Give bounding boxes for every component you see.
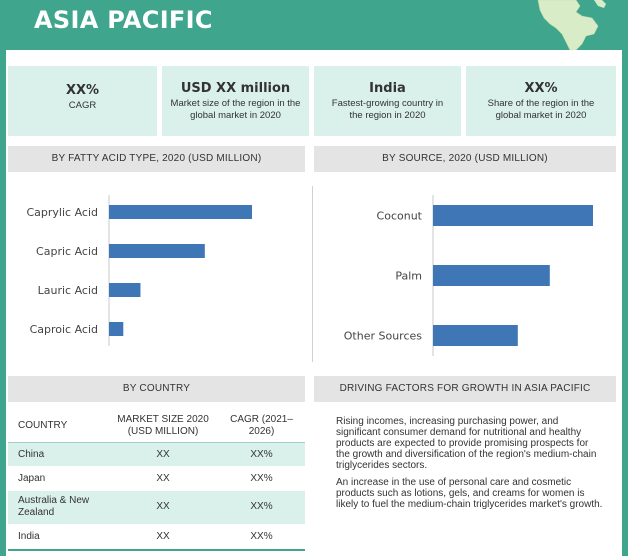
country-table: COUNTRY MARKET SIZE 2020 (USD MILLION) C… [8,410,305,549]
kpi-market-size: USD XX million Market size of the region… [162,66,309,136]
bar-palm [433,265,550,286]
table-row: Japan XX XX% [8,466,305,491]
cagr-cell: XX% [218,442,305,467]
region-map-icon [537,0,606,50]
col-header-country: COUNTRY [8,410,108,443]
table-bottom-rule [8,549,305,551]
category-label: Other Sources [344,330,423,343]
bar-capric-acid [109,244,205,258]
cagr-cell: XX% [218,524,305,549]
category-label: Capric Acid [36,245,98,258]
market-size-cell: XX [108,442,218,467]
bar-caprylic-acid [109,205,252,219]
bar-other-sources [433,325,518,346]
drivers-text: Rising incomes, increasing purchasing po… [336,416,604,516]
country-cell: India [8,524,108,549]
kpi-label: Market size of the region in the global … [170,98,301,121]
table-row: China XX XX% [8,442,305,467]
market-size-cell: XX [108,524,218,549]
category-label: Palm [395,270,422,283]
section-source-header: BY SOURCE, 2020 (USD MILLION) [314,146,616,172]
header-banner: ASIA PACIFIC [0,0,628,50]
category-label: Caproic Acid [30,323,98,336]
market-size-cell: XX [108,466,218,491]
country-cell: Japan [8,466,108,491]
divider [312,186,313,362]
kpi-region-share: XX% Share of the region in the global ma… [466,66,616,136]
kpi-value: XX% [524,81,558,96]
driver-paragraph: An increase in the use of personal care … [336,477,603,510]
bar-coconut [433,205,593,226]
cagr-cell: XX% [218,490,305,525]
country-cell: China [8,442,108,467]
market-size-cell: XX [108,490,218,525]
fatty-acid-bar-chart: Caprylic Acid Capric Acid Lauric Acid Capro… [26,195,252,346]
cagr-cell: XX% [218,466,305,491]
kpi-value: USD XX million [180,81,291,96]
section-country-header: BY COUNTRY [8,376,305,402]
kpi-cagr: XX% CAGR [8,66,157,136]
col-header-market-size: MARKET SIZE 2020 (USD MILLION) [108,410,218,443]
country-cell: Australia & New Zealand [8,490,108,525]
kpi-label: Share of the region in the global market… [487,98,595,121]
category-label: Coconut [377,210,423,223]
category-label: Caprylic Acid [26,206,98,219]
bar-lauric-acid [109,283,141,297]
kpi-fastest-growing: India Fastest-growing country in the reg… [314,66,461,136]
bar-caproic-acid [109,322,124,336]
source-bar-chart: Coconut Palm Other Sources [344,195,593,356]
page-title: ASIA PACIFIC [34,6,213,34]
kpi-value: XX% [65,83,100,98]
section-fatty-acid-header: BY FATTY ACID TYPE, 2020 (USD MILLION) [8,146,305,172]
table-row: Australia & New Zealand XX XX% [8,490,305,525]
kpi-value: India [369,81,406,96]
col-header-cagr: CAGR (2021–2026) [218,410,305,443]
kpi-label: Fastest-growing country in the region in… [331,98,444,121]
kpi-label: CAGR [68,100,97,111]
table-row: India XX XX% [8,524,305,549]
table-header-row: COUNTRY MARKET SIZE 2020 (USD MILLION) C… [8,410,305,443]
driver-paragraph: Rising incomes, increasing purchasing po… [336,416,597,471]
category-label: Lauric Acid [38,284,98,297]
section-drivers-header: DRIVING FACTORS FOR GROWTH IN ASIA PACIF… [314,376,616,402]
